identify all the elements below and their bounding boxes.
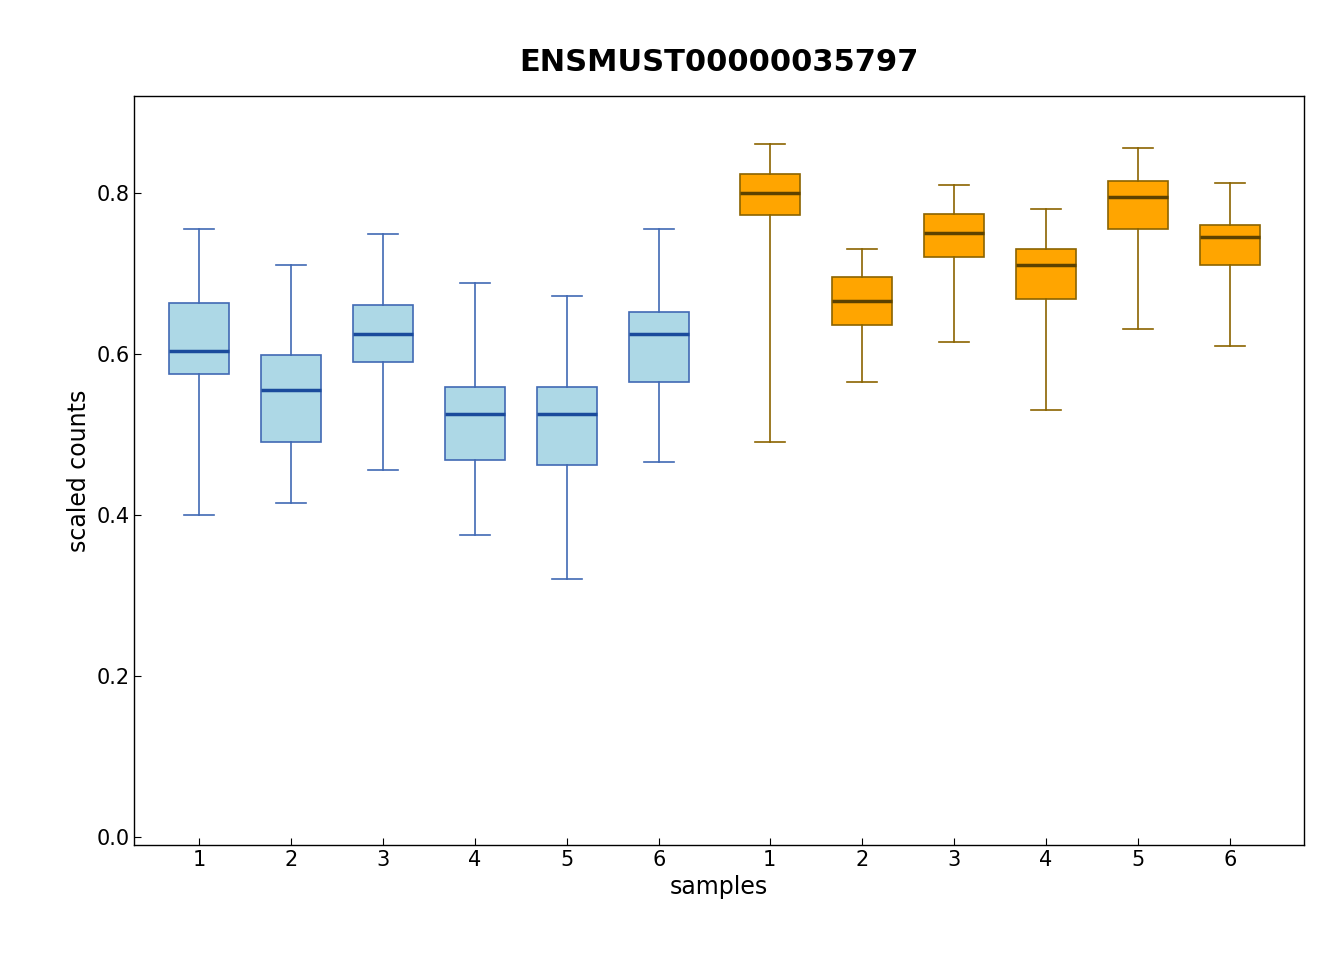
- X-axis label: samples: samples: [669, 876, 769, 900]
- PathPatch shape: [1200, 225, 1259, 265]
- PathPatch shape: [1107, 180, 1168, 228]
- PathPatch shape: [445, 388, 505, 460]
- PathPatch shape: [261, 355, 321, 443]
- PathPatch shape: [739, 174, 800, 215]
- PathPatch shape: [169, 303, 228, 373]
- PathPatch shape: [1016, 249, 1075, 299]
- PathPatch shape: [353, 305, 413, 362]
- PathPatch shape: [832, 277, 891, 325]
- Title: ENSMUST00000035797: ENSMUST00000035797: [519, 48, 919, 77]
- PathPatch shape: [629, 312, 689, 382]
- PathPatch shape: [538, 388, 597, 465]
- Y-axis label: scaled counts: scaled counts: [67, 389, 91, 552]
- PathPatch shape: [923, 214, 984, 257]
